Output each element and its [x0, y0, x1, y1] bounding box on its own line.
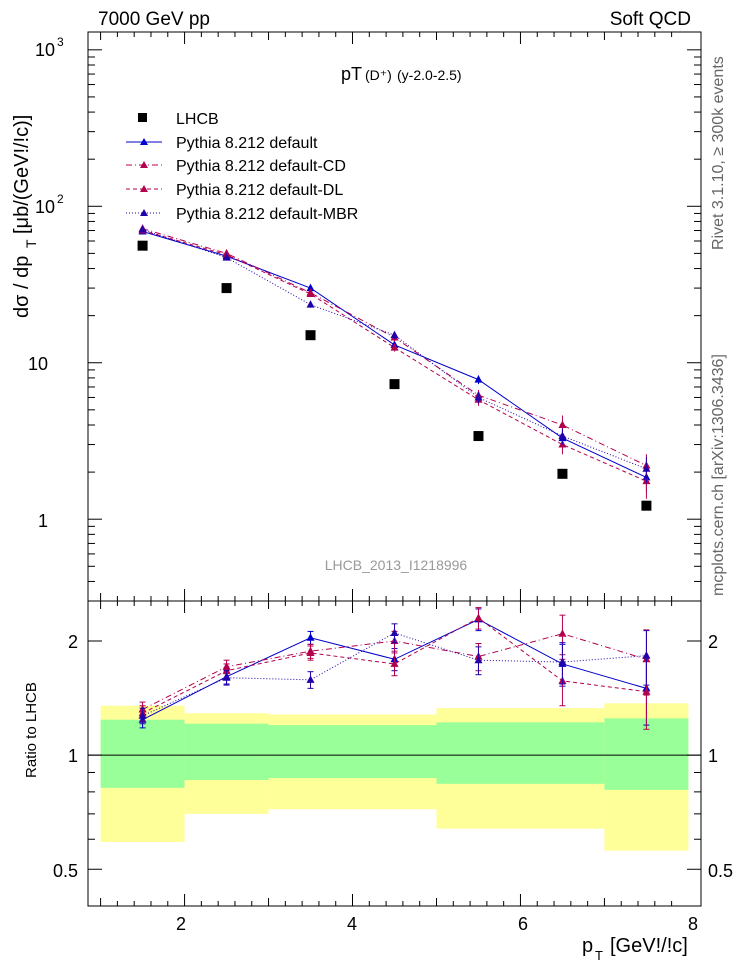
main-point-data	[641, 500, 652, 511]
ratio-point-dl	[474, 613, 483, 621]
ratio-point-mbr	[642, 651, 651, 659]
xlabel-main: p	[582, 935, 593, 957]
xtick-label-8: 8	[688, 914, 698, 934]
main-point-mbr	[138, 225, 147, 233]
xlabel-sub: T	[595, 948, 603, 963]
ytick-label-100: 10	[35, 197, 55, 217]
source-label: mcplots.cern.ch [arXiv:1306.3436]	[710, 354, 727, 596]
ratio-point-dl	[642, 687, 651, 695]
main-point-data	[137, 240, 148, 251]
main-point-default	[474, 375, 483, 383]
main-point-mbr	[390, 330, 399, 339]
ratio-band-green	[184, 723, 269, 780]
ratio-band-green	[100, 719, 185, 788]
ratio-ticks	[88, 601, 701, 907]
main-point-mbr	[222, 253, 231, 261]
main-point-cd	[558, 420, 567, 428]
legend-label-data: LHCB	[176, 111, 219, 128]
legend-label-default: Pythia 8.212 default	[176, 135, 318, 152]
main-ylabel-main: dσ / dp	[11, 256, 33, 318]
ytick-label-100-exp: 2	[57, 192, 64, 206]
legend-marker-mbr	[140, 209, 148, 216]
ratio-ytick-right-1: 1	[708, 746, 718, 766]
ratio-ylabel: Ratio to LHCB	[23, 682, 40, 778]
legend-marker-dl	[140, 185, 148, 192]
ratio-ytick-left-1: 1	[68, 746, 78, 766]
analysis-watermark: LHCB_2013_I1218996	[325, 557, 468, 573]
ytick-label-1000: 10	[35, 40, 55, 60]
ratio-point-mbr	[390, 628, 399, 636]
ratio-ytick-left-2: 2	[68, 632, 78, 652]
ratio-ytick-left-0.5: 0.5	[53, 861, 78, 881]
main-point-dl	[390, 343, 399, 351]
ratio-ytick-right-0.5: 0.5	[708, 861, 733, 881]
legend-marker-data	[138, 113, 147, 122]
ratio-point-cd	[558, 629, 567, 637]
ratio-point-mbr	[558, 657, 567, 666]
header-left: 7000 GeV pp	[98, 9, 210, 30]
legend: LHCB Pythia 8.212 default Pythia 8.212 d…	[126, 111, 358, 223]
legend-marker-cd	[140, 161, 148, 168]
rivet-label: Rivet 3.1.10, ≥ 300k events	[710, 56, 727, 250]
xtick-label-6: 6	[518, 914, 528, 934]
ytick-label-10: 10	[28, 354, 48, 374]
main-line-dl	[142, 230, 647, 482]
ratio-point-mbr	[474, 655, 483, 664]
main-point-default	[306, 283, 315, 292]
ratio-band-green	[436, 722, 605, 784]
main-point-data	[473, 431, 484, 442]
main-ylabel: dσ / dp T [μb/(GeV!/!c)]	[11, 115, 39, 318]
ratio-point-dl	[306, 648, 315, 656]
main-line-default	[142, 231, 647, 478]
ratio-bands	[88, 703, 701, 851]
ytick-label-1000-exp: 3	[57, 35, 64, 49]
main-title: pT	[341, 64, 362, 84]
main-panel: pT (D⁺) (y-2.0-2.5) dσ / dp T [μb/(GeV!/…	[11, 31, 702, 602]
ratio-point-mbr	[306, 675, 315, 683]
main-ylabel-sub: T	[23, 239, 39, 248]
main-point-mbr	[306, 300, 315, 308]
main-point-data	[389, 379, 400, 390]
ratio-frame	[87, 600, 702, 907]
ratio-band-green	[268, 725, 437, 779]
main-point-dl	[306, 289, 315, 298]
ytick-label-1: 1	[38, 511, 48, 531]
ratio-band-green	[604, 718, 689, 790]
main-point-data	[557, 468, 568, 479]
main-ticks	[88, 32, 701, 602]
main-title-particle: (D⁺)	[365, 67, 392, 83]
main-point-data	[305, 330, 316, 341]
ratio-ytick-right-2: 2	[708, 632, 718, 652]
ratio-point-mbr	[138, 711, 147, 719]
legend-label-cd: Pythia 8.212 default-CD	[176, 158, 346, 175]
xtick-label-4: 4	[347, 914, 357, 934]
ratio-panel: Ratio to LHCB 2 1 0.5 2 1 0.5 2 4 6 8 p …	[23, 600, 733, 963]
xtick-label-2: 2	[176, 914, 186, 934]
main-point-data	[221, 283, 232, 294]
header-right: Soft QCD	[610, 9, 691, 30]
x-axis-label: p T [GeV!/!c]	[582, 935, 688, 963]
main-title-range: (y-2.0-2.5)	[397, 67, 462, 83]
ratio-point-dl	[390, 659, 399, 667]
legend-marker-default	[140, 138, 148, 145]
main-marks	[137, 224, 652, 511]
legend-label-dl: Pythia 8.212 default-DL	[176, 182, 343, 199]
legend-label-mbr: Pythia 8.212 default-MBR	[176, 206, 358, 223]
main-ylabel-units: [μb/(GeV!/!c)]	[11, 115, 33, 234]
ratio-point-mbr	[222, 673, 231, 681]
ratio-point-dl	[222, 666, 231, 674]
main-point-mbr	[642, 464, 651, 472]
ratio-marks	[138, 607, 651, 730]
ratio-point-default	[306, 633, 315, 641]
main-point-mbr	[474, 392, 483, 401]
xlabel-units: [GeV!/!c]	[610, 935, 688, 957]
main-point-mbr	[558, 431, 567, 440]
